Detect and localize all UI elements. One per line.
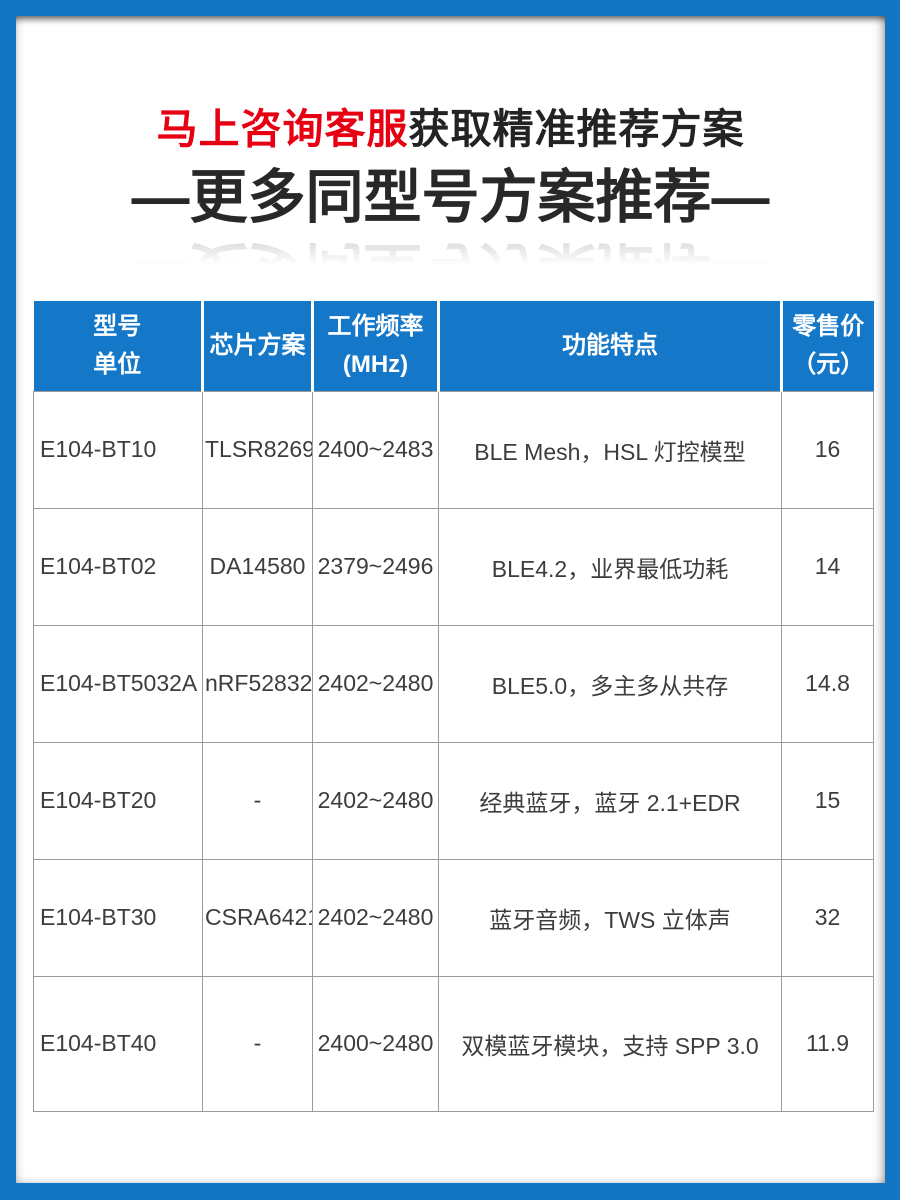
cell-price: 16: [781, 390, 874, 509]
cell-chip: -: [202, 975, 313, 1112]
heading-consult-dark: 获取精准推荐方案: [408, 106, 745, 152]
col-header-price-line1: 零售价: [792, 312, 865, 340]
heading-consult: 马上咨询客服获取精准推荐方案: [16, 106, 885, 153]
cell-model: E104-BT10: [33, 390, 203, 509]
table-row: E104-BT02 DA14580 2379~2496 BLE4.2，业界最低功…: [33, 507, 874, 626]
col-header-model-line1: 型号: [93, 312, 142, 340]
cell-freq: 2379~2496: [312, 507, 439, 626]
cell-feature: BLE Mesh，HSL 灯控模型: [438, 390, 782, 509]
cell-price: 14.8: [781, 624, 874, 743]
content-area: 马上咨询客服获取精准推荐方案 —更多同型号方案推荐— 型号 单位 芯片方案: [16, 16, 885, 1183]
cell-chip: DA14580: [202, 507, 313, 626]
cell-freq: 2402~2480: [312, 741, 439, 860]
table-row: E104-BT10 TLSR8269 2400~2483 BLE Mesh，HS…: [33, 390, 874, 509]
table-row: E104-BT30 CSRA64215 2402~2480 蓝牙音频，TWS 立…: [33, 858, 874, 977]
cell-feature: 蓝牙音频，TWS 立体声: [438, 858, 782, 977]
col-header-frequency-line2: (MHz): [342, 350, 409, 378]
cell-feature: 经典蓝牙，蓝牙 2.1+EDR: [438, 741, 782, 860]
cell-feature: 双模蓝牙模块，支持 SPP 3.0: [438, 975, 782, 1112]
table-row: E104-BT40 - 2400~2480 双模蓝牙模块，支持 SPP 3.0 …: [33, 975, 874, 1112]
table-row: E104-BT5032A nRF52832 2402~2480 BLE5.0，多…: [33, 624, 874, 743]
table-row: E104-BT20 - 2402~2480 经典蓝牙，蓝牙 2.1+EDR 15: [33, 741, 874, 860]
cell-freq: 2402~2480: [312, 624, 439, 743]
col-header-features: 功能特点: [438, 300, 783, 392]
cell-freq: 2400~2483: [312, 390, 439, 509]
cell-price: 32: [781, 858, 874, 977]
cell-chip: TLSR8269: [202, 390, 313, 509]
heading-consult-red: 马上咨询客服: [156, 106, 409, 152]
product-table: 型号 单位 芯片方案 工作频率 (MHz) 功能特点 零售价 （元）: [33, 300, 874, 1112]
cell-feature: BLE5.0，多主多从共存: [438, 624, 782, 743]
cell-price: 15: [781, 741, 874, 860]
cell-price: 11.9: [781, 975, 874, 1112]
col-header-price: 零售价 （元）: [781, 300, 874, 392]
cell-model: E104-BT30: [33, 858, 203, 977]
cell-freq: 2400~2480: [312, 975, 439, 1112]
col-header-model: 型号 单位: [33, 300, 204, 392]
cell-model: E104-BT02: [33, 507, 203, 626]
col-header-frequency-line1: 工作频率: [327, 312, 424, 340]
cell-freq: 2402~2480: [312, 858, 439, 977]
cell-chip: -: [202, 741, 313, 860]
cell-feature: BLE4.2，业界最低功耗: [438, 507, 782, 626]
col-header-model-line2: 单位: [93, 350, 142, 378]
table-header-row: 型号 单位 芯片方案 工作频率 (MHz) 功能特点 零售价 （元）: [33, 300, 874, 392]
col-header-frequency: 工作频率 (MHz): [312, 300, 440, 392]
col-header-price-line2: （元）: [792, 350, 865, 378]
cell-model: E104-BT40: [33, 975, 203, 1112]
col-header-chip: 芯片方案: [202, 300, 314, 392]
cell-chip: nRF52832: [202, 624, 313, 743]
cell-chip: CSRA64215: [202, 858, 313, 977]
cell-model: E104-BT20: [33, 741, 203, 860]
cell-model: E104-BT5032A: [33, 624, 203, 743]
heading-more-models: —更多同型号方案推荐—: [131, 165, 770, 231]
cell-price: 14: [781, 507, 874, 626]
